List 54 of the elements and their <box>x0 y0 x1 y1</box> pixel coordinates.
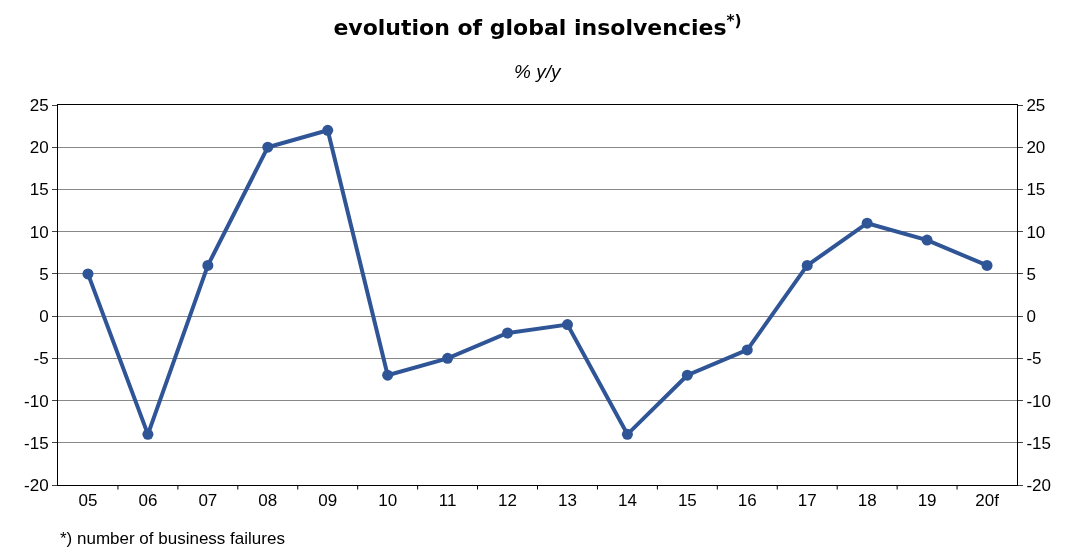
point <box>322 124 334 136</box>
x-tick-label: 08 <box>258 491 278 511</box>
point <box>382 369 394 381</box>
y2-tick-label: 10 <box>1026 222 1046 242</box>
x-tick-label: 13 <box>558 491 577 511</box>
point <box>801 259 813 271</box>
x-tick-label: 16 <box>737 491 757 511</box>
x-tick-label: 05 <box>78 491 98 511</box>
chart-title: evolution of global insolvencies$^{*)}$ <box>333 11 742 40</box>
y-tick-label: -5 <box>33 349 49 369</box>
y-tick-label: 10 <box>29 222 49 242</box>
y-tick-label: 0 <box>39 307 49 327</box>
y-tick-label: -10 <box>24 391 49 411</box>
point <box>921 234 933 246</box>
point <box>741 344 753 356</box>
x-tick-label: 17 <box>797 491 817 511</box>
x-tick-label: 09 <box>318 491 338 511</box>
y-tick-label: -20 <box>24 475 49 495</box>
x-tick-label: 11 <box>438 491 457 511</box>
y-tick-label: 15 <box>29 180 49 200</box>
y-tick-label: 5 <box>39 264 49 284</box>
y2-tick-label: 0 <box>1026 307 1036 327</box>
x-tick-label: 14 <box>617 491 637 511</box>
x-tick-label: 15 <box>677 491 697 511</box>
x-tick-label: 12 <box>498 491 517 511</box>
y2-tick-label: -5 <box>1026 349 1042 369</box>
point <box>202 259 214 271</box>
x-tick-label: 07 <box>198 491 218 511</box>
y2-tick-label: 25 <box>1026 95 1046 115</box>
point <box>442 352 454 364</box>
point <box>82 268 94 280</box>
point <box>681 369 693 381</box>
y2-tick-label: -20 <box>1026 475 1051 495</box>
point <box>262 141 274 153</box>
x-tick-label: 19 <box>917 491 937 511</box>
point <box>502 327 514 339</box>
x-tick-label: 06 <box>138 491 158 511</box>
point <box>561 319 573 331</box>
y-tick-label: 20 <box>29 138 49 158</box>
point <box>861 217 873 229</box>
point <box>981 259 993 271</box>
y2-tick-label: -10 <box>1026 391 1051 411</box>
y2-tick-label: 15 <box>1026 180 1046 200</box>
y-tick-label: 25 <box>29 95 49 115</box>
chart-subtitle: % y/y <box>514 61 562 82</box>
x-tick-label: 20f <box>975 491 1000 511</box>
y2-tick-label: -15 <box>1026 433 1051 453</box>
y2-tick-label: 20 <box>1026 138 1046 158</box>
x-tick-label: 10 <box>378 491 398 511</box>
y-tick-label: -15 <box>24 433 49 453</box>
text: *) number of business failures <box>60 529 285 548</box>
point <box>621 428 633 440</box>
x-tick-label: 18 <box>857 491 877 511</box>
y2-tick-label: 5 <box>1026 264 1036 284</box>
